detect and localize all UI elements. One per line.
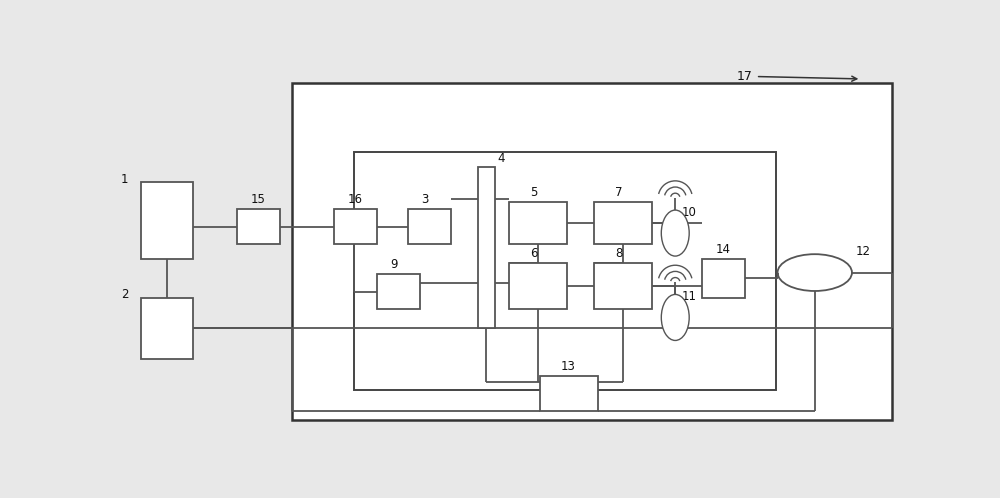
Ellipse shape — [661, 294, 689, 341]
Text: 7: 7 — [615, 186, 623, 199]
Text: 11: 11 — [681, 290, 696, 303]
Bar — [509, 202, 567, 244]
Text: 9: 9 — [390, 258, 398, 271]
Text: 15: 15 — [251, 193, 266, 206]
Bar — [540, 376, 598, 411]
Bar — [408, 209, 450, 244]
Text: 13: 13 — [561, 360, 576, 373]
Text: 16: 16 — [348, 193, 363, 206]
Text: 5: 5 — [530, 186, 537, 199]
Text: 1: 1 — [121, 173, 129, 186]
Text: 3: 3 — [421, 193, 429, 206]
Text: 8: 8 — [615, 247, 623, 260]
Text: 12: 12 — [856, 245, 871, 258]
Bar — [140, 297, 193, 359]
Text: 6: 6 — [530, 247, 537, 260]
Text: 17: 17 — [737, 70, 857, 83]
Text: 10: 10 — [681, 206, 696, 219]
Bar — [334, 209, 377, 244]
Bar — [354, 152, 776, 389]
Bar — [140, 182, 193, 259]
Text: 2: 2 — [121, 288, 129, 301]
Bar — [509, 263, 567, 309]
Bar — [478, 167, 495, 328]
Bar — [594, 202, 652, 244]
Bar — [377, 274, 420, 309]
Bar — [702, 259, 745, 297]
Bar — [237, 209, 280, 244]
Text: 14: 14 — [716, 243, 731, 256]
Bar — [292, 83, 892, 420]
Ellipse shape — [661, 210, 689, 256]
Bar — [594, 263, 652, 309]
Text: 4: 4 — [498, 152, 505, 165]
